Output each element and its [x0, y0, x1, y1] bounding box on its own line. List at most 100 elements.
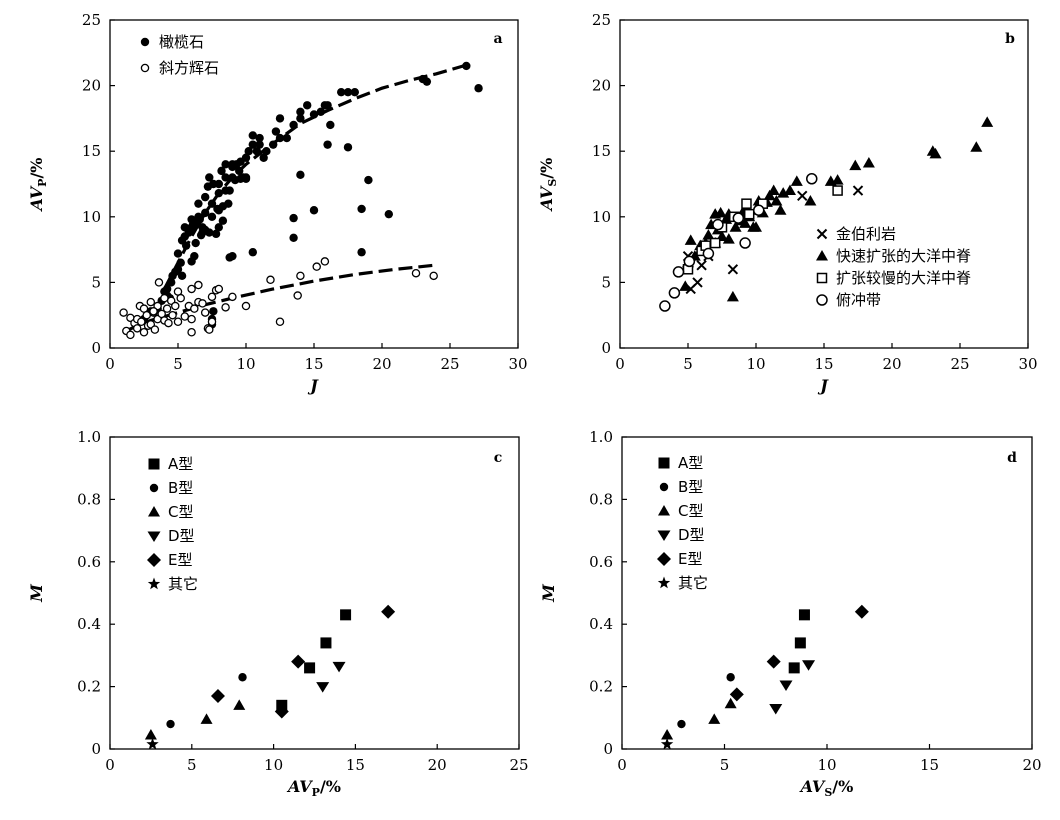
data-point	[384, 209, 393, 219]
x-tick-label: 25	[950, 355, 969, 373]
data-point	[804, 195, 817, 206]
data-point	[274, 704, 289, 719]
x-tick-label: 30	[508, 355, 527, 373]
data-point	[255, 133, 264, 143]
data-point	[214, 188, 223, 198]
data-point	[337, 87, 346, 97]
x-tick-label: 10	[264, 756, 283, 774]
data-point	[291, 654, 306, 669]
legend-label: A型	[678, 454, 703, 472]
legend-marker	[147, 531, 161, 542]
data-point	[207, 212, 217, 221]
legend-label: A型	[168, 455, 193, 473]
y-tick-label: 5	[91, 273, 101, 291]
data-point	[296, 114, 305, 123]
legend-marker	[816, 272, 828, 284]
data-point	[320, 637, 332, 649]
data-point	[726, 673, 735, 682]
data-point	[207, 317, 217, 327]
data-point	[173, 265, 183, 274]
legend-marker	[658, 505, 670, 516]
data-point	[218, 216, 228, 225]
data-point	[304, 662, 316, 674]
y-tick-label: 1.0	[77, 428, 101, 446]
data-point	[323, 101, 332, 110]
data-point	[784, 184, 796, 196]
y-tick-label: 0.4	[589, 615, 613, 633]
y-tick-label: 0.2	[77, 678, 101, 696]
data-point	[806, 173, 818, 185]
data-point	[241, 301, 251, 311]
data-point	[743, 208, 755, 220]
data-point	[798, 609, 810, 621]
data-point	[173, 317, 183, 327]
y-tick-label: 0	[91, 339, 101, 357]
y-tick-label: 15	[82, 142, 101, 160]
data-point	[462, 61, 471, 71]
y-tick-label: 10	[82, 208, 101, 226]
data-point	[684, 234, 697, 245]
x-axis-label: J	[307, 376, 319, 395]
data-point	[176, 258, 185, 267]
x-tick-label: 0	[105, 756, 115, 774]
data-point	[296, 271, 305, 281]
data-point	[788, 662, 800, 674]
data-point	[139, 328, 149, 337]
data-point	[422, 77, 432, 86]
data-point	[381, 604, 396, 619]
data-point	[198, 299, 207, 308]
legend-marker	[657, 552, 671, 566]
data-point	[316, 107, 325, 117]
y-axis-label: AVP/%	[27, 158, 49, 213]
data-point	[177, 271, 187, 281]
data-point	[766, 654, 781, 669]
data-point	[238, 673, 247, 682]
data-point	[677, 719, 686, 729]
data-point	[340, 609, 352, 621]
legend-marker	[657, 576, 671, 589]
data-point	[779, 680, 793, 692]
data-point	[712, 218, 724, 231]
data-point	[262, 147, 271, 156]
panel-label: c	[494, 450, 503, 466]
series-filled-square	[788, 609, 810, 674]
data-point	[474, 84, 483, 93]
data-point	[770, 195, 783, 206]
y-tick-label: 20	[82, 77, 101, 95]
data-point	[970, 141, 983, 152]
data-point	[692, 277, 703, 288]
x-tick-label: 25	[509, 756, 528, 774]
x-tick-label: 20	[882, 355, 901, 373]
y-axis-label: AVS/%	[537, 158, 559, 213]
data-point	[332, 661, 346, 673]
data-point	[241, 174, 251, 183]
data-point	[191, 238, 200, 248]
legend-marker	[816, 228, 828, 240]
data-point	[271, 127, 281, 136]
y-axis-label: M	[539, 583, 558, 603]
data-point	[214, 179, 223, 189]
data-point	[162, 284, 172, 294]
series-filled-star	[660, 737, 674, 750]
data-point	[201, 208, 210, 218]
y-tick-label: 15	[592, 142, 611, 160]
data-point	[296, 107, 305, 117]
y-tick-label: 10	[592, 208, 611, 226]
data-point	[187, 284, 196, 294]
data-point	[168, 310, 177, 320]
plot-frame	[109, 436, 520, 750]
data-point	[411, 268, 421, 278]
data-point	[309, 206, 319, 215]
data-point	[831, 174, 844, 185]
data-point	[709, 237, 721, 249]
y-tick-label: 0	[91, 740, 101, 758]
data-point	[316, 682, 330, 693]
data-point	[862, 157, 875, 168]
series-filled-triangle-down	[316, 661, 346, 693]
series-filled-circle	[166, 673, 247, 729]
panel-label: b	[1005, 31, 1015, 47]
legend-marker	[658, 457, 670, 469]
data-point	[289, 120, 298, 130]
data-point	[205, 325, 214, 334]
data-point	[293, 291, 302, 300]
